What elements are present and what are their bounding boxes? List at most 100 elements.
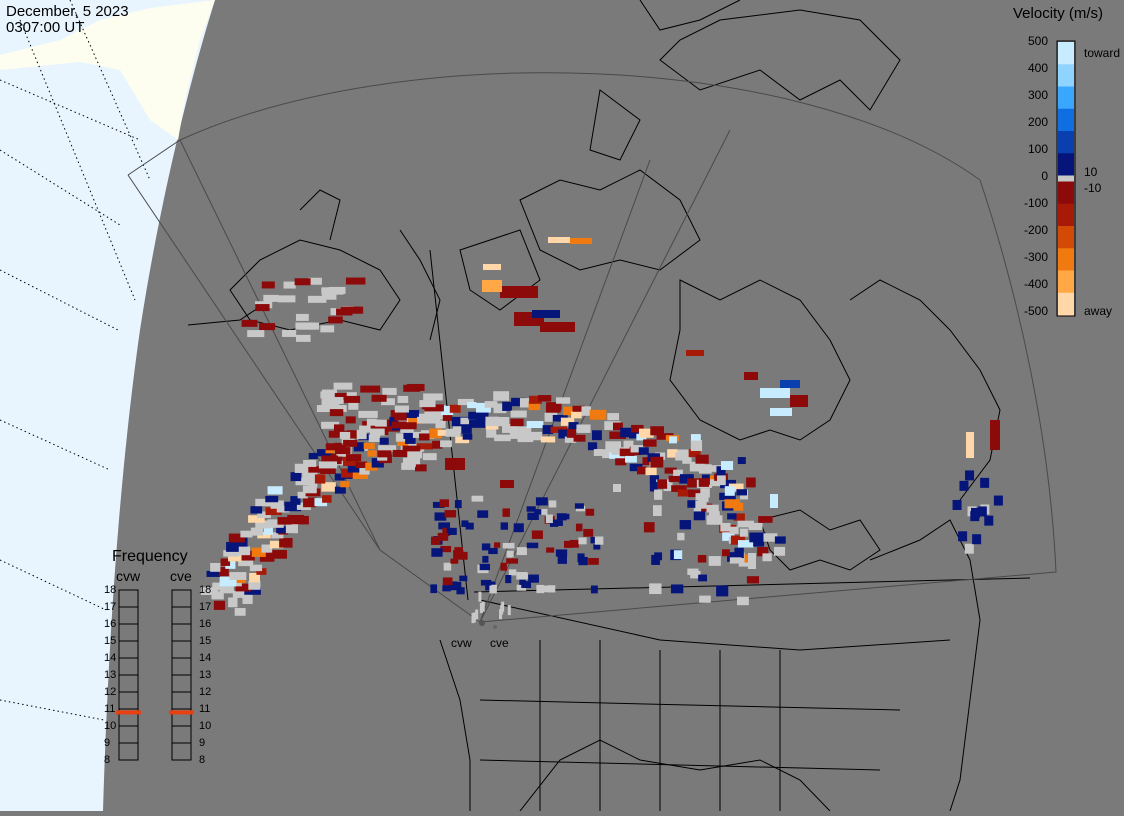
velocity-cell — [259, 552, 275, 562]
velocity-cell — [435, 420, 446, 429]
velocity-cell — [563, 406, 574, 416]
velocity-cell — [548, 500, 557, 508]
velocity-cell — [790, 395, 808, 407]
velocity-cell — [453, 550, 462, 559]
velocity-cell — [346, 392, 357, 400]
velocity-cell — [379, 437, 389, 445]
velocity-cell — [688, 449, 701, 458]
velocity-cell — [255, 520, 271, 529]
velocity-cell — [519, 572, 528, 579]
velocity-cell — [500, 562, 507, 571]
velocity-cell — [564, 540, 573, 548]
velocity-cell — [441, 405, 454, 416]
velocity-cell — [619, 448, 635, 457]
colorbar-step-toward — [1058, 108, 1074, 132]
colorbar-tick-label: -200 — [1023, 223, 1048, 237]
velocity-cell — [448, 581, 458, 590]
velocity-cell — [746, 576, 760, 584]
velocity-cell — [408, 417, 424, 424]
velocity-cell — [263, 526, 273, 535]
velocity-cell — [724, 499, 740, 509]
velocity-cell — [295, 313, 309, 321]
velocity-cell — [344, 395, 361, 403]
velocity-cell — [440, 545, 452, 553]
velocity-cell — [452, 423, 465, 434]
velocity-cell — [437, 532, 449, 541]
velocity-cell — [977, 506, 987, 517]
velocity-cell — [727, 552, 737, 562]
velocity-cell — [257, 511, 271, 518]
velocity-cell — [465, 522, 474, 530]
velocity-cell — [431, 548, 443, 557]
colorbar-title: Velocity (m/s) — [1013, 5, 1104, 22]
velocity-cell — [971, 507, 981, 518]
velocity-cell — [461, 423, 472, 434]
velocity-cell — [548, 237, 570, 243]
velocity-cell — [407, 451, 423, 459]
velocity-cell — [329, 409, 344, 417]
velocity-cell — [340, 481, 350, 488]
velocity-cell — [249, 572, 260, 583]
velocity-cell — [279, 538, 293, 548]
colorbar-step-toward — [1058, 86, 1074, 110]
velocity-cell — [460, 417, 472, 425]
velocity-cell — [446, 527, 457, 535]
velocity-cell — [212, 582, 224, 591]
velocity-cell — [365, 462, 378, 471]
velocity-cell — [722, 532, 735, 541]
velocity-cell — [475, 609, 479, 620]
velocity-cell — [276, 526, 293, 534]
velocity-cell — [507, 605, 511, 616]
velocity-cell — [677, 532, 685, 541]
velocity-cell — [458, 551, 468, 560]
velocity-cell — [233, 546, 251, 556]
velocity-cell — [228, 597, 238, 608]
velocity-cell — [708, 479, 721, 487]
velocity-cell — [295, 334, 311, 342]
velocity-cell — [438, 522, 450, 530]
velocity-cell — [737, 520, 755, 528]
velocity-cell — [375, 419, 387, 427]
velocity-cell — [744, 372, 758, 380]
velocity-cell — [255, 304, 270, 312]
velocity-cell — [730, 535, 745, 545]
velocity-cell — [649, 482, 658, 492]
velocity-cell — [345, 416, 356, 424]
velocity-colorbar — [1056, 40, 1076, 317]
frequency-scale-label-right: 14 — [199, 652, 212, 664]
velocity-cell — [353, 442, 365, 452]
velocity-cell — [442, 527, 450, 537]
velocity-cell — [585, 508, 595, 516]
velocity-cell — [540, 322, 575, 332]
velocity-cell — [250, 527, 264, 536]
velocity-cell — [720, 461, 734, 470]
velocity-cell — [321, 398, 340, 406]
time-label: 0307:00 UT — [6, 19, 85, 36]
velocity-cell — [476, 411, 489, 422]
velocity-cell — [594, 536, 604, 545]
velocity-cell — [340, 468, 355, 478]
velocity-cell — [316, 405, 337, 413]
colorbar-tick-label: 10 — [1084, 165, 1098, 179]
velocity-cell — [479, 563, 491, 571]
velocity-cell — [261, 544, 273, 553]
velocity-cell — [593, 544, 601, 550]
velocity-cell — [654, 489, 663, 500]
velocity-cell — [589, 409, 607, 420]
velocity-cell — [468, 411, 486, 420]
velocity-cell — [721, 549, 730, 557]
frequency-scale-label-left: 12 — [104, 686, 117, 698]
velocity-cell — [664, 467, 677, 474]
colorbar-step-away — [1058, 181, 1074, 205]
velocity-cell — [668, 475, 686, 482]
velocity-cell — [382, 387, 397, 395]
velocity-cell — [774, 536, 786, 544]
velocity-cell — [612, 422, 623, 431]
velocity-cell — [302, 472, 318, 480]
velocity-cell — [308, 452, 318, 459]
frequency-scale-label-right: 17 — [199, 601, 212, 613]
colorbar-tick-label: 0 — [1041, 169, 1048, 183]
velocity-cell — [542, 425, 554, 434]
velocity-cell — [657, 479, 668, 489]
